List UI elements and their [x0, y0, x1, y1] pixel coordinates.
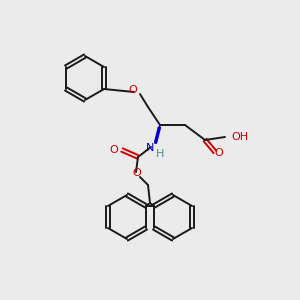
Text: O: O [129, 85, 137, 95]
Text: O: O [133, 168, 141, 178]
Text: H: H [156, 149, 164, 159]
Text: O: O [110, 145, 118, 155]
Text: OH: OH [231, 132, 248, 142]
Text: N: N [146, 143, 154, 153]
Text: O: O [214, 148, 224, 158]
